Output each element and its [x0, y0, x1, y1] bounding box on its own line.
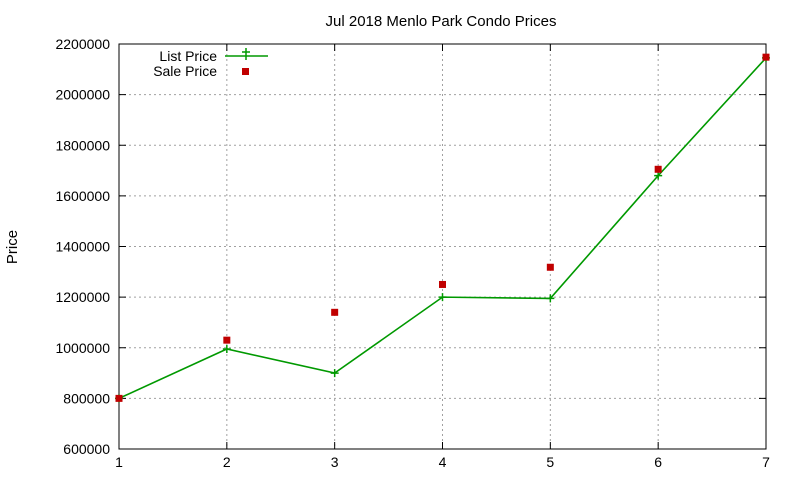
data-point-sale-price	[762, 53, 770, 61]
data-point-sale-price	[115, 394, 123, 402]
chart-title: Jul 2018 Menlo Park Condo Prices	[326, 13, 557, 30]
data-point-list-price	[438, 293, 447, 302]
series-layer	[115, 53, 770, 403]
y-tick-label: 2000000	[55, 87, 110, 103]
legend-marker-list-price	[242, 48, 250, 60]
data-point-sale-price	[331, 308, 339, 316]
y-tick-label: 600000	[63, 441, 110, 457]
x-tick-label: 1	[115, 454, 123, 470]
x-tick-label: 3	[331, 454, 339, 470]
y-tick-label: 1800000	[55, 137, 110, 153]
y-axis-label: Price	[4, 230, 21, 264]
series-sale-price	[115, 53, 770, 402]
x-tick-label: 5	[546, 454, 554, 470]
data-point-list-price	[330, 369, 339, 378]
data-point-sale-price	[654, 165, 662, 173]
x-tick-labels: 1 2 3 4 5 6 7	[115, 454, 770, 470]
y-tick-label: 1000000	[55, 340, 110, 356]
y-tick-label: 800000	[63, 390, 110, 406]
x-tick-label: 6	[654, 454, 662, 470]
x-tick-label: 2	[223, 454, 231, 470]
data-point-list-price	[222, 345, 231, 354]
y-tick-labels: 600000 800000 1000000 1200000 1400000 1600000…	[55, 36, 110, 457]
data-point-list-price	[546, 294, 555, 303]
data-point-list-price	[654, 171, 663, 180]
data-point-sale-price	[223, 336, 231, 344]
legend: List Price Sale Price	[153, 48, 268, 79]
data-point-sale-price	[439, 280, 446, 288]
y-tick-label: 1200000	[55, 289, 110, 305]
x-tick-label: 7	[762, 454, 770, 470]
y-tick-label: 1600000	[55, 188, 110, 204]
y-tick-label: 1400000	[55, 239, 110, 255]
legend-label-sale-price: Sale Price	[153, 63, 217, 79]
legend-marker-sale-price	[242, 68, 249, 75]
legend-label-list-price: List Price	[159, 48, 217, 64]
y-tick-label: 2200000	[55, 36, 110, 52]
data-point-sale-price	[546, 263, 554, 271]
x-tick-label: 4	[439, 454, 447, 470]
